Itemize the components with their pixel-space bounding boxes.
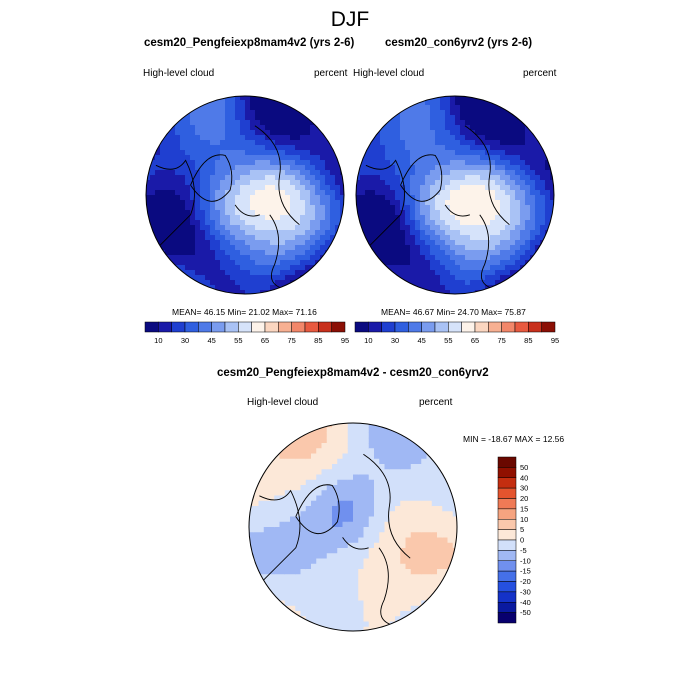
- colorbar-swatch: [528, 321, 542, 333]
- colorbar-tick-label: 85: [314, 336, 322, 345]
- colorbar-tick-label: 85: [524, 336, 532, 345]
- colorbar-swatch: [158, 321, 172, 333]
- colorbar-tick-label: 10: [154, 336, 162, 345]
- colorbar-swatch: [198, 321, 212, 333]
- colorbar-tick-label: -50: [520, 608, 531, 617]
- panel2-variable-label: High-level cloud: [353, 68, 425, 79]
- colorbar-tick-label: 50: [520, 463, 528, 472]
- colorbar-swatch: [144, 321, 159, 333]
- colorbar-tick-label: 95: [341, 336, 349, 345]
- panel1-variable-label: High-level cloud: [143, 68, 215, 79]
- colorbar-tick-label: -10: [520, 556, 531, 565]
- colorbar-tick-label: 45: [207, 336, 215, 345]
- main-title: DJF: [330, 8, 370, 31]
- colorbar-tick-label: -40: [520, 598, 531, 607]
- colorbar-tick-label: 75: [287, 336, 295, 345]
- colorbar-swatch: [497, 456, 517, 468]
- colorbar-swatch: [497, 529, 517, 541]
- colorbar-swatch: [434, 321, 449, 333]
- colorbar-swatch: [497, 467, 517, 478]
- colorbar-swatch: [381, 321, 396, 333]
- colorbar-swatch: [497, 550, 517, 561]
- colorbar-tick-label: 65: [261, 336, 269, 345]
- colorbar-swatch: [474, 321, 489, 333]
- colorbar-tick-label: 75: [497, 336, 505, 345]
- colorbar-tick-label: 55: [444, 336, 452, 345]
- colorbar-tick-label: -30: [520, 587, 531, 596]
- panel3-title: cesm20_Pengfeiexp8mam4v2 - cesm20_con6yr…: [217, 367, 489, 379]
- panel2-polar-map: [355, 95, 555, 295]
- colorbar-tick-label: 30: [391, 336, 399, 345]
- colorbar-tick-label: 0: [520, 536, 524, 545]
- colorbar-swatch: [501, 321, 516, 333]
- colorbar-swatch: [421, 321, 436, 333]
- panel3-units-label: percent: [419, 397, 453, 408]
- colorbar-swatch: [497, 487, 517, 499]
- colorbar-swatch: [368, 321, 382, 333]
- colorbar-swatch: [488, 321, 502, 333]
- panel3-stats: MIN = -18.67 MAX = 12.56: [463, 434, 565, 444]
- panel2-units-label: percent: [523, 68, 557, 79]
- colorbar-tick-label: 55: [234, 336, 242, 345]
- colorbar-swatch: [251, 321, 266, 333]
- colorbar-tick-label: 30: [181, 336, 189, 345]
- panel2-title: cesm20_con6yrv2 (yrs 2-6): [385, 37, 533, 49]
- colorbar-swatch: [541, 321, 556, 333]
- panel1-title: cesm20_Pengfeiexp8mam4v2 (yrs 2-6): [144, 37, 355, 49]
- colorbar-tick-label: -5: [520, 546, 527, 555]
- colorbar-swatch: [354, 321, 369, 333]
- colorbar-swatch: [224, 321, 239, 333]
- colorbar-swatch: [331, 321, 346, 333]
- panel3-polar-map: [248, 422, 458, 632]
- colorbar-tick-label: 95: [551, 336, 559, 345]
- colorbar-tick-label: 15: [520, 504, 528, 513]
- colorbar-tick-label: 10: [364, 336, 372, 345]
- panel1-stats: MEAN= 46.15 Min= 21.02 Max= 71.16: [172, 307, 317, 317]
- colorbar-swatch: [394, 321, 409, 333]
- colorbar-tick-label: 40: [520, 473, 528, 482]
- colorbar-swatch: [264, 321, 279, 333]
- colorbar-tick-label: 10: [520, 515, 528, 524]
- colorbar-tick-label: 5: [520, 525, 524, 534]
- colorbar-tick-label: -15: [520, 567, 531, 576]
- panel1-colorbar: 10 30 45 55 65 75 85 95: [144, 321, 349, 345]
- panel1-polar-map: [145, 95, 345, 295]
- colorbar-swatch: [497, 477, 517, 489]
- colorbar-swatch: [238, 321, 252, 333]
- colorbar-tick-label: 45: [417, 336, 425, 345]
- colorbar-swatch: [184, 321, 199, 333]
- colorbar-tick-label: 65: [471, 336, 479, 345]
- panel1-units-label: percent: [314, 68, 348, 79]
- colorbar-swatch: [497, 560, 517, 572]
- colorbar-swatch: [211, 321, 226, 333]
- colorbar-swatch: [304, 321, 319, 333]
- colorbar-swatch: [497, 498, 517, 510]
- colorbar-tick-label: 20: [520, 494, 528, 503]
- colorbar-swatch: [514, 321, 529, 333]
- colorbar-swatch: [291, 321, 306, 333]
- colorbar-swatch: [448, 321, 462, 333]
- panel2-stats: MEAN= 46.67 Min= 24.70 Max= 75.87: [381, 307, 526, 317]
- colorbar-swatch: [318, 321, 332, 333]
- colorbar-swatch: [497, 612, 517, 624]
- colorbar-swatch: [497, 591, 517, 603]
- colorbar-swatch: [497, 519, 517, 530]
- colorbar-swatch: [278, 321, 292, 333]
- colorbar-tick-label: 30: [520, 484, 528, 493]
- colorbar-swatch: [497, 539, 517, 551]
- colorbar-swatch: [461, 321, 476, 333]
- colorbar-tick-label: -20: [520, 577, 531, 586]
- colorbar-swatch: [497, 581, 517, 593]
- colorbar-swatch: [171, 321, 186, 333]
- panel3-variable-label: High-level cloud: [247, 397, 319, 408]
- panel2-colorbar: 10 30 45 55 65 75 85 95: [354, 321, 559, 345]
- colorbar-swatch: [497, 602, 517, 613]
- colorbar-swatch: [408, 321, 422, 333]
- colorbar-swatch: [497, 570, 517, 582]
- colorbar-swatch: [497, 508, 517, 520]
